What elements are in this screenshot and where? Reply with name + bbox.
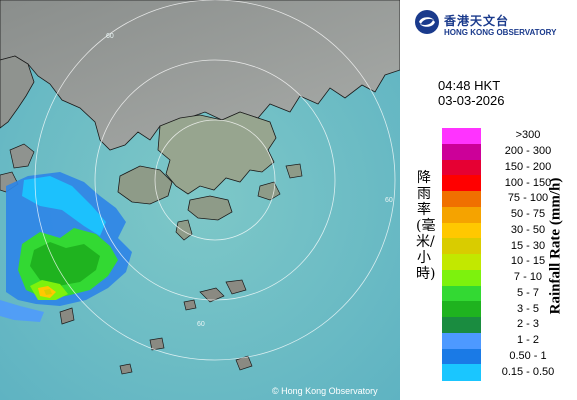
rain-echo-edge [0, 300, 44, 322]
legend-swatch [442, 301, 481, 318]
south-island-7 [59, 307, 75, 325]
legend-swatch [442, 175, 481, 192]
rain-echo-core-light [44, 289, 52, 295]
south-island-4 [149, 337, 165, 351]
legend-tick-label: 150 - 200 [504, 160, 552, 173]
legend-tick-label: 75 - 100 [507, 192, 549, 205]
south-island-2 [225, 279, 247, 295]
legend-tick-label: 5 - 7 [516, 286, 539, 299]
range-ring-inner [154, 119, 276, 241]
range-ring-labels: 60 60 60 [106, 33, 393, 328]
range-ring-label: 60 [106, 33, 114, 40]
range-ring-label: 60 [197, 321, 205, 328]
west-island-1 [9, 143, 35, 169]
observation-time: 04:48 HKT [438, 78, 501, 93]
legend-color-bar [442, 128, 481, 381]
legend-swatch [442, 254, 481, 271]
legend-swatch [442, 317, 481, 334]
agency-name-cn: 香港天文台 [444, 14, 510, 28]
range-ring-label: 60 [385, 197, 393, 204]
legend-tick-label: 3 - 5 [516, 302, 539, 315]
legend-swatch [442, 332, 481, 349]
legend-tick-label: 15 - 30 [510, 239, 546, 252]
south-island-1 [199, 287, 225, 303]
lantau-island [117, 165, 173, 205]
agency-name-en: HONG KONG OBSERVATORY [444, 28, 557, 37]
legend-tick-label: >300 [515, 129, 541, 142]
radar-map: 60 60 60 © Hong Kong Observatory [0, 0, 400, 400]
west-peninsula [0, 55, 35, 129]
legend-swatch [442, 222, 481, 239]
rain-echo-moderate-dark [30, 242, 100, 286]
legend-tick-label: 7 - 10 [513, 271, 543, 284]
range-ring-outer [34, 0, 396, 361]
legend-tick-label: 50 - 75 [510, 208, 546, 221]
legend-tick-label: 100 - 150 [504, 176, 552, 189]
hk-island [187, 195, 233, 221]
legend-title-cn: 降雨率(毫米/小時) [416, 170, 436, 282]
legend-tick-label: 0.50 - 1 [509, 349, 547, 362]
observation-date: 03-03-2026 [438, 93, 505, 108]
map-copyright: © Hong Kong Observatory [272, 386, 378, 396]
legend-panel: 香港天文台 HONG KONG OBSERVATORY 04:48 HKT 03… [400, 0, 577, 400]
rain-echoes [0, 172, 132, 322]
south-island-6 [119, 363, 133, 375]
legend-swatch [442, 206, 481, 223]
rain-echo-very-light [22, 176, 106, 236]
legend-swatch [442, 269, 481, 286]
legend-swatch [442, 159, 481, 176]
lamma-island [175, 219, 193, 241]
legend-tick-label: 0.15 - 0.50 [501, 365, 555, 378]
range-ring-middle [94, 59, 336, 301]
legend-swatch [442, 364, 481, 381]
legend-swatch [442, 128, 481, 145]
radar-map-canvas: 60 60 60 [0, 0, 400, 400]
legend-swatch [442, 348, 481, 365]
legend-swatch [442, 143, 481, 160]
legend-title-en: Rainfall Rate (mm/h) [547, 177, 564, 315]
legend-swatch [442, 238, 481, 255]
east-island-2 [285, 163, 303, 179]
legend-tick-label: 2 - 3 [516, 318, 539, 331]
hong-kong-landmass [157, 111, 277, 195]
south-island-3 [183, 299, 197, 311]
legend-tick-label: 1 - 2 [516, 334, 539, 347]
legend-tick-label: 200 - 300 [504, 145, 552, 158]
legend-swatch [442, 285, 481, 302]
hko-emblem-icon [415, 10, 439, 34]
legend-swatch [442, 191, 481, 208]
hko-logo: 香港天文台 HONG KONG OBSERVATORY [414, 6, 574, 40]
range-rings [34, 0, 396, 361]
legend-tick-label: 30 - 50 [510, 223, 546, 236]
legend-tick-label: 10 - 15 [510, 255, 546, 268]
